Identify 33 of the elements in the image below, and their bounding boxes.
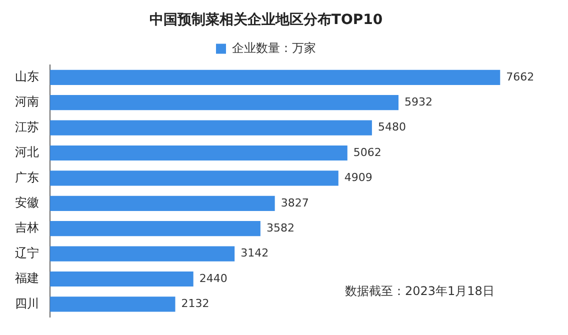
data-label: 2440 (199, 272, 228, 285)
bar (50, 271, 194, 287)
data-label: 5932 (404, 95, 433, 108)
y-tick-label: 四川 (15, 296, 39, 310)
bar (50, 70, 500, 85)
data-label: 5480 (378, 120, 406, 134)
bar (50, 196, 275, 211)
bar (50, 246, 235, 262)
chart-title: 中国预制菜相关企业地区分布TOP10 (149, 11, 383, 28)
y-tick-label: 福建 (15, 271, 39, 286)
y-tick-label: 江苏 (15, 120, 39, 134)
legend-label: 企业数量：万家 (232, 40, 316, 55)
annotation: 数据截至：2023年1月18日 (345, 284, 494, 298)
bar (50, 170, 338, 186)
data-label: 3582 (266, 221, 294, 234)
bar (50, 95, 399, 110)
bar (50, 296, 176, 312)
y-tick-label: 河南 (15, 94, 39, 109)
y-tick-label: 辽宁 (15, 246, 39, 260)
data-label: 2132 (181, 297, 210, 310)
bar (50, 221, 260, 236)
data-label: 5062 (353, 146, 382, 159)
data-label: 4909 (344, 171, 372, 184)
bar (50, 145, 348, 161)
y-tick-label: 安徽 (15, 196, 39, 210)
data-label: 7662 (506, 70, 534, 84)
bar (50, 120, 372, 136)
y-tick-label: 河北 (15, 145, 39, 160)
y-tick-label: 广东 (15, 170, 39, 184)
data-label: 3827 (280, 196, 309, 210)
data-label: 3142 (240, 246, 269, 260)
y-tick-label: 山东 (15, 70, 39, 84)
y-tick-label: 吉林 (15, 220, 39, 235)
